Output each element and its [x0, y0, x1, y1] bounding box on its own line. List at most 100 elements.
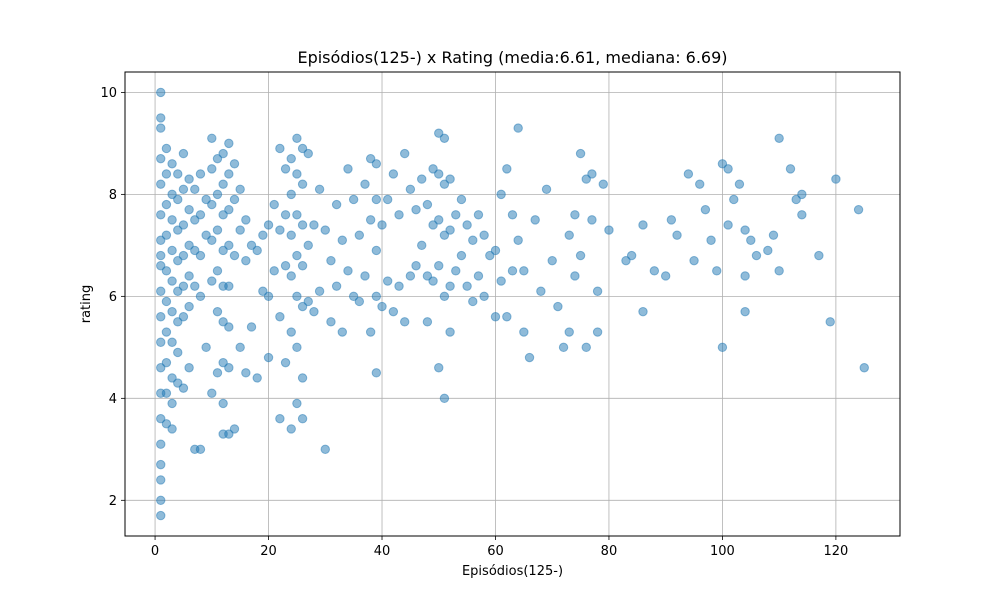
scatter-point [479, 230, 489, 240]
scatter-point [774, 266, 784, 276]
scatter-points [156, 87, 869, 521]
scatter-point [292, 342, 302, 353]
scatter-point [507, 210, 518, 220]
scatter-point [156, 439, 166, 449]
scatter-point [201, 342, 211, 353]
scatter-point [564, 327, 574, 337]
scatter-point [156, 510, 166, 521]
scatter-point [428, 276, 438, 286]
scatter-point [184, 363, 194, 373]
scatter-point [462, 220, 472, 230]
scatter-point [156, 475, 166, 485]
scatter-point [275, 225, 285, 235]
scatter-point [161, 143, 172, 154]
scatter-point [229, 424, 240, 434]
scatter-point [224, 281, 234, 291]
scatter-point [331, 199, 342, 210]
scatter-point [161, 230, 172, 240]
scatter-point [575, 250, 586, 261]
scatter-point [587, 169, 597, 179]
scatter-point [564, 230, 574, 240]
scatter-point [343, 266, 353, 276]
y-tick-label: 4 [109, 392, 117, 407]
scatter-point [207, 199, 217, 210]
y-tick-label: 8 [109, 188, 117, 203]
scatter-point [280, 210, 291, 220]
x-tick-label: 20 [260, 544, 277, 559]
scatter-point [303, 148, 313, 159]
scatter-point [184, 204, 194, 215]
scatter-point [734, 179, 745, 189]
scatter-point [553, 301, 563, 312]
scatter-point [417, 174, 427, 184]
scatter-point [258, 230, 268, 240]
scatter-point [224, 240, 234, 251]
scatter-point [195, 444, 206, 455]
scatter-point [365, 215, 376, 225]
scatter-point [178, 250, 189, 261]
scatter-point [218, 148, 228, 159]
scatter-point [320, 444, 330, 455]
scatter-point [309, 306, 319, 317]
scatter-point [371, 368, 382, 378]
scatter-point [445, 281, 455, 291]
scatter-point [382, 194, 393, 205]
scatter-point [343, 164, 353, 174]
scatter-point [207, 164, 217, 174]
scatter-point [241, 255, 251, 266]
scatter-point [388, 169, 399, 179]
scatter-point [422, 317, 433, 327]
scatter-point [785, 164, 796, 174]
scatter-point [156, 113, 166, 123]
scatter-point [377, 301, 387, 312]
scatter-point [224, 138, 234, 149]
scatter-point [224, 169, 234, 179]
scatter-point [167, 276, 177, 286]
scatter-point [161, 296, 172, 307]
scatter-point [263, 352, 274, 363]
scatter-point [462, 281, 472, 291]
scatter-point [190, 281, 200, 291]
chart-title: Episódios(125-) x Rating (media:6.61, me… [297, 48, 727, 67]
scatter-point [377, 220, 387, 230]
scatter-point [320, 225, 330, 235]
scatter-point [592, 327, 603, 337]
scatter-point [195, 250, 206, 261]
scatter-point [161, 388, 172, 398]
scatter-point [445, 174, 455, 184]
scatter-point [473, 210, 484, 220]
scatter-point [286, 271, 296, 281]
scatter-point [451, 266, 461, 276]
scatter-point [314, 184, 325, 194]
scatter-point [536, 286, 546, 296]
scatter-point [604, 225, 614, 235]
y-axis-label: rating [79, 285, 94, 324]
scatter-point [269, 199, 279, 210]
scatter-point [479, 291, 489, 302]
scatter-point [422, 199, 433, 210]
scatter-point [178, 148, 189, 159]
scatter-point [394, 210, 404, 220]
scatter-point [689, 255, 699, 266]
scatter-point [371, 194, 382, 205]
scatter-point [173, 169, 183, 179]
scatter-point [184, 174, 194, 184]
scatter-point [235, 342, 245, 353]
scatter-point [439, 133, 450, 143]
scatter-point [331, 281, 342, 291]
scatter-point [241, 368, 251, 378]
scatter-point [156, 250, 166, 261]
scatter-point [360, 271, 370, 281]
scatter-point [292, 250, 302, 261]
scatter-point [224, 322, 234, 332]
scatter-point [519, 266, 529, 276]
scatter-point [280, 164, 291, 174]
scatter-point [224, 204, 234, 215]
scatter-point [167, 306, 177, 317]
scatter-point [156, 153, 166, 164]
scatter-point [660, 271, 671, 281]
scatter-point [246, 322, 257, 332]
scatter-point [326, 317, 336, 327]
scatter-point [161, 327, 172, 337]
